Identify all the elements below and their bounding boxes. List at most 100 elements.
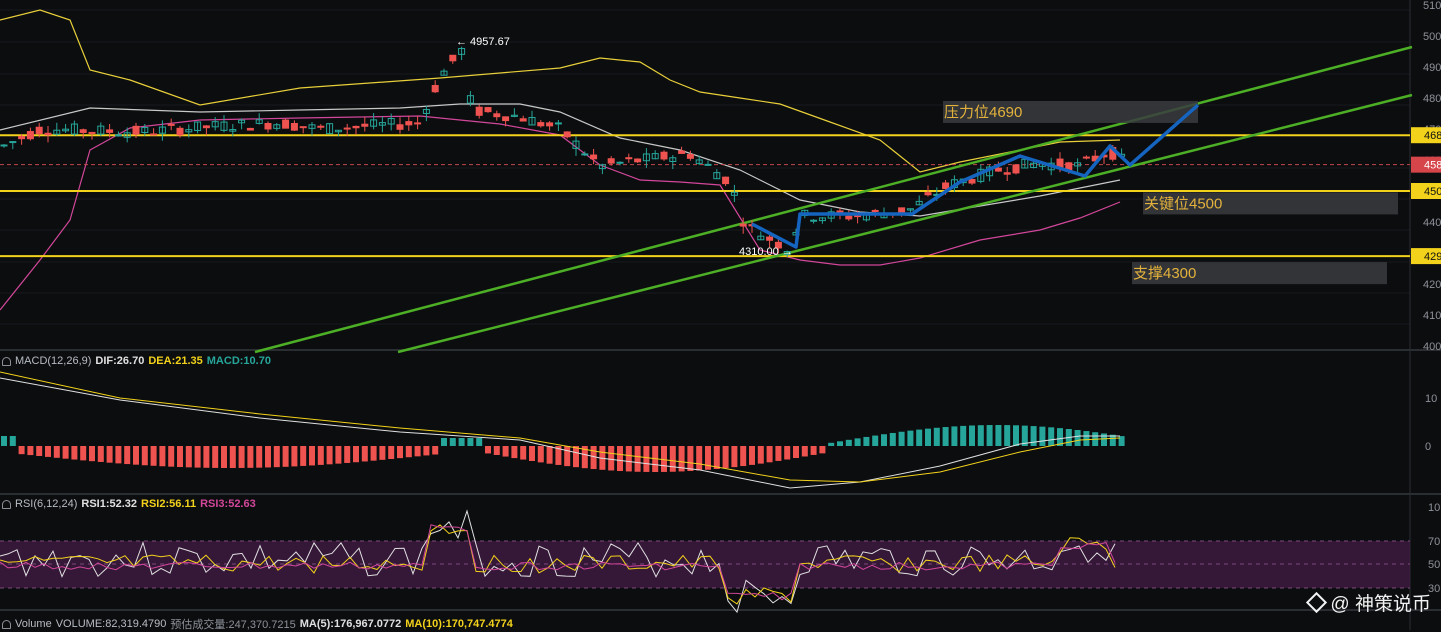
candle	[440, 68, 448, 76]
level-tag	[1411, 183, 1441, 199]
macd-bar	[326, 446, 333, 465]
candle-body	[440, 70, 448, 76]
candle-body	[1003, 172, 1011, 175]
macd-bar	[564, 446, 571, 467]
macd-bar	[168, 446, 175, 467]
macd-bar	[529, 446, 535, 461]
trend-channel	[254, 45, 1413, 354]
macd-bar	[212, 446, 219, 468]
candle-body	[818, 217, 826, 222]
price-tick-label: 400	[1423, 341, 1441, 353]
macd-bar	[405, 446, 412, 458]
candle-body	[405, 121, 413, 126]
candle	[651, 150, 659, 160]
watermark: @ 神策说币	[1306, 589, 1431, 616]
bell-icon[interactable]	[2, 619, 11, 629]
candle-body	[431, 84, 439, 93]
candle-body	[1074, 162, 1082, 167]
macd-bar	[124, 446, 131, 465]
macd-bar	[80, 446, 87, 461]
macd-bar	[634, 446, 641, 472]
macd-bar	[969, 425, 975, 446]
candle	[114, 131, 122, 137]
bell-icon[interactable]	[2, 356, 11, 366]
candle	[449, 54, 457, 64]
candle	[282, 118, 290, 129]
rsi-tick-label: 30	[1428, 583, 1440, 595]
candle	[378, 116, 386, 133]
annotation-label: 支撑4300	[1133, 265, 1196, 282]
macd-bar	[36, 446, 43, 457]
macd-bar	[625, 446, 632, 472]
candle-body	[150, 133, 158, 136]
candle	[739, 217, 747, 234]
macd-bar	[863, 436, 870, 446]
macd-bar	[1013, 425, 1019, 446]
projection-line	[751, 103, 1200, 249]
candle	[18, 134, 26, 145]
macd-bar	[1021, 425, 1028, 446]
candle-body	[238, 119, 246, 124]
volume-forecast: 预估成交量:247,370.7215	[170, 619, 296, 631]
candle-body	[35, 126, 43, 135]
candle-body	[9, 141, 17, 144]
macd-bar	[933, 427, 940, 446]
candle-body	[493, 113, 501, 118]
candle	[818, 217, 826, 224]
macd-bar	[485, 446, 491, 454]
candle	[466, 91, 474, 107]
candle	[783, 250, 791, 257]
candle-body	[625, 157, 633, 160]
candle	[352, 125, 360, 135]
macd-bar	[458, 438, 465, 446]
macd-bar	[476, 438, 483, 446]
macd-bar	[247, 446, 254, 468]
band-upper	[0, 9, 1121, 173]
macd-bar	[881, 434, 887, 446]
candle	[141, 124, 149, 136]
candle	[1074, 158, 1082, 172]
candle-body	[502, 116, 510, 122]
price-tick-label: 510	[1423, 0, 1441, 12]
candle-body	[704, 163, 712, 166]
logo-icon	[1306, 591, 1328, 614]
macd-bar	[397, 446, 403, 459]
candle-body	[220, 121, 228, 131]
candle-body	[554, 122, 562, 125]
bell-icon[interactable]	[2, 499, 11, 509]
candle-body	[686, 154, 694, 159]
macd-bar	[194, 446, 201, 468]
candle-body	[334, 129, 342, 133]
macd-bar	[977, 425, 984, 446]
macd-bar	[757, 446, 764, 464]
macd-bar	[256, 446, 263, 468]
candle	[246, 127, 254, 131]
candle-body	[475, 106, 483, 116]
macd-bar	[731, 446, 738, 468]
low-marker: 4310.00 →	[739, 246, 793, 258]
candle	[502, 116, 510, 127]
annotation-box	[1143, 192, 1398, 215]
macd-bar	[441, 438, 447, 446]
candle-body	[546, 122, 554, 127]
candle	[220, 115, 228, 133]
macd-tick-label: 0	[1425, 441, 1431, 453]
macd-bar	[414, 446, 421, 457]
candle-body	[167, 123, 175, 126]
macd-bar	[1057, 428, 1063, 446]
rsi2-value: RSI2:56.11	[141, 498, 197, 510]
macd-bar	[643, 446, 650, 472]
macd-bar	[661, 446, 667, 472]
candles	[0, 46, 1126, 257]
macd-panel	[0, 371, 1125, 489]
candle	[924, 185, 932, 197]
candle	[634, 158, 642, 163]
candle-body	[255, 119, 263, 124]
candle	[343, 123, 351, 136]
candle	[97, 122, 105, 136]
candle-body	[915, 200, 923, 206]
macd-bar	[317, 446, 324, 465]
candle-body	[299, 126, 307, 129]
candle	[290, 120, 298, 132]
macd-dea-line	[0, 371, 1121, 483]
